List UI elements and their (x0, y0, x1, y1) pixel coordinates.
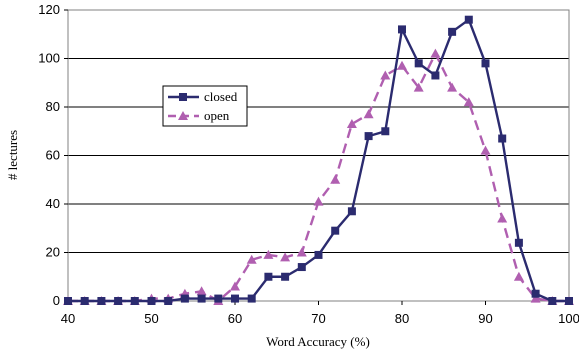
x-tick-label: 50 (144, 311, 158, 326)
data-point-open (530, 293, 541, 303)
y-tick-label: 100 (38, 51, 60, 66)
data-point-closed (448, 27, 457, 36)
y-axis-title: # lectures (5, 130, 20, 180)
x-axis-title: Word Accuracy (%) (266, 334, 370, 349)
x-tick-label: 70 (311, 311, 325, 326)
data-point-closed (281, 272, 290, 281)
data-point-closed (130, 297, 139, 305)
series-open (63, 48, 574, 305)
x-tick-label: 40 (61, 311, 75, 326)
data-point-closed (97, 297, 106, 305)
data-point-open (280, 252, 291, 262)
y-tick-label: 80 (46, 99, 60, 114)
data-point-open (430, 48, 441, 58)
data-point-closed (314, 250, 323, 259)
data-point-closed (565, 297, 573, 305)
legend-marker-closed (179, 93, 187, 101)
data-point-closed (180, 294, 189, 303)
x-tick-label: 60 (228, 311, 242, 326)
data-point-closed (264, 272, 273, 281)
data-point-open (397, 60, 407, 70)
legend: closed open (162, 85, 248, 127)
data-point-open (330, 174, 341, 184)
data-point-open (480, 145, 491, 155)
data-point-closed (364, 132, 373, 141)
data-point-closed (247, 294, 256, 303)
data-point-closed (164, 297, 173, 305)
x-tick-label: 90 (478, 311, 492, 326)
data-point-closed (481, 59, 490, 68)
data-point-closed (498, 134, 507, 143)
data-point-closed (147, 297, 156, 305)
data-point-open (447, 82, 458, 92)
data-point-closed (398, 25, 406, 34)
series-line-open (68, 52, 569, 303)
data-point-closed (331, 226, 340, 235)
data-point-closed (214, 294, 223, 303)
legend-item-closed: closed (168, 89, 238, 104)
legend-item-open: open (168, 108, 230, 123)
data-point-open (246, 254, 257, 264)
data-point-open (513, 271, 524, 281)
data-point-closed (197, 294, 206, 303)
x-tick-label: 80 (395, 311, 409, 326)
data-point-closed (297, 263, 306, 272)
data-point-open (497, 213, 508, 223)
data-point-closed (381, 127, 390, 136)
y-tick-label: 120 (38, 2, 60, 17)
data-point-closed (431, 71, 440, 80)
series-layer (63, 15, 574, 305)
y-tick-label: 60 (46, 148, 60, 163)
series-closed (64, 15, 573, 305)
legend-box (162, 85, 248, 127)
y-tick-label: 20 (46, 245, 60, 260)
y-axis-ticks: 0 20 40 60 80 100 120 (38, 2, 68, 308)
data-point-open (230, 281, 240, 291)
legend-label-open: open (204, 108, 230, 123)
y-tick-label: 40 (46, 196, 60, 211)
data-point-open (313, 196, 324, 206)
data-point-closed (414, 59, 423, 68)
x-axis-ticks: 40 50 60 70 80 90 100 (61, 301, 579, 326)
data-point-open (196, 286, 207, 296)
data-point-closed (64, 297, 72, 305)
data-point-open (413, 82, 424, 92)
y-tick-label: 0 (53, 293, 60, 308)
data-point-open (296, 247, 307, 257)
legend-label-closed: closed (204, 89, 238, 104)
data-point-closed (347, 207, 356, 216)
data-point-closed (531, 289, 540, 298)
legend-items: closed open (168, 89, 238, 123)
data-point-open (263, 249, 274, 259)
data-point-open (380, 70, 391, 80)
data-point-closed (548, 297, 557, 305)
x-tick-label: 100 (558, 311, 579, 326)
legend-marker-open (178, 111, 188, 120)
data-point-closed (514, 238, 523, 247)
data-point-closed (231, 294, 239, 303)
data-point-closed (464, 15, 473, 24)
data-point-closed (80, 297, 89, 305)
data-point-open (463, 97, 474, 107)
data-point-open (346, 118, 357, 128)
data-point-open (363, 109, 374, 119)
data-point-closed (114, 297, 123, 305)
